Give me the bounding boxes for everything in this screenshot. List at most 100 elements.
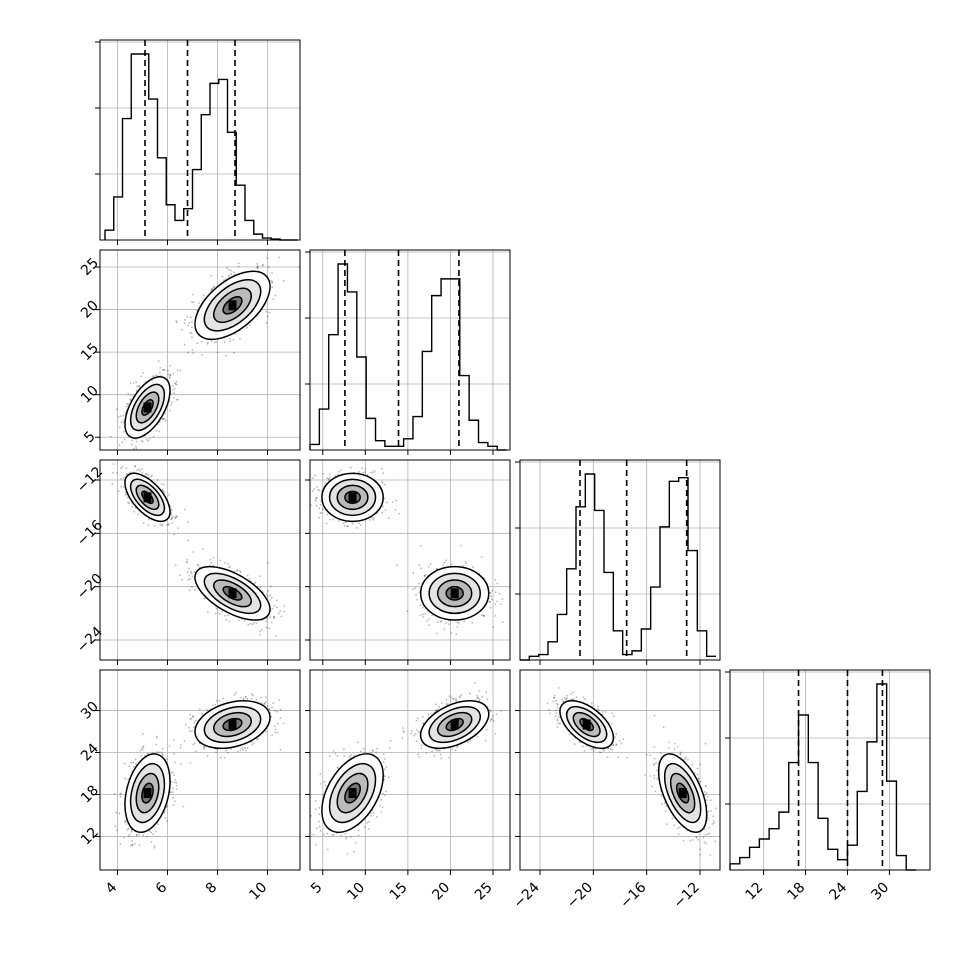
y-tick-label: 5 [81,428,99,446]
scatter-point [168,375,171,378]
scatter-point [140,375,143,378]
scatter-point [175,380,178,383]
scatter-point [171,517,173,520]
scatter-point [186,561,189,563]
scatter-point [135,834,138,837]
scatter-point [152,436,155,438]
scatter-point [175,781,178,784]
scatter-point [135,440,138,443]
scatter-point [238,569,241,572]
scatter-point [186,571,189,573]
scatter-point [269,599,272,601]
scatter-point [351,522,354,525]
scatter-point [500,603,503,606]
scatter-point [134,465,136,468]
scatter-point [318,489,321,492]
scatter-point [140,747,143,750]
scatter-point [188,589,191,591]
scatter-point [141,440,144,443]
scatter-point [314,498,317,501]
scatter-point [315,497,318,500]
scatter-point [172,397,175,399]
scatter-point [125,467,128,469]
scatter-point [271,281,274,284]
scatter-point [230,273,232,276]
scatter-point [122,421,125,424]
density-peak [143,402,152,413]
scatter-point [480,614,483,617]
scatter-point [266,593,268,596]
scatter-point [440,620,443,622]
scatter-point [257,265,260,267]
scatter-point [329,518,331,521]
scatter-point [236,569,239,572]
scatter-point [169,374,172,376]
histogram-panel [725,669,931,871]
scatter-point [356,527,358,529]
scatter-point [133,510,136,513]
scatter-point [124,491,127,494]
scatter-point [110,435,112,438]
scatter-point [488,601,491,603]
scatter-point [443,561,446,564]
scatter-point [175,515,178,517]
scatter-point [373,470,376,472]
scatter-point [328,478,331,481]
scatter-point [256,265,259,268]
scatter-point [187,578,190,581]
scatter-panel [100,460,300,660]
scatter-point [269,594,271,597]
scatter-point [176,516,178,519]
scatter-point [119,792,122,795]
scatter-point [384,483,386,486]
scatter-point [130,394,133,397]
scatter-point [428,624,430,626]
scatter-point [235,570,238,572]
scatter-point [265,626,268,629]
scatter-point [369,519,371,521]
scatter-point [246,326,248,329]
scatter-point [155,374,158,376]
scatter-point [212,564,215,567]
scatter-point [174,761,177,764]
panel-frame [309,459,511,661]
panel-frame [519,459,721,661]
scatter-point [210,340,213,342]
scatter-point [256,263,259,265]
scatter-point [230,269,233,272]
scatter-point [174,516,177,519]
scatter-point [340,469,342,472]
scatter-point [171,401,174,404]
y-tick-label: 15 [78,340,102,364]
scatter-point [135,381,138,384]
scatter-point [129,845,132,847]
scatter-point [170,404,173,406]
scatter-point [494,603,497,606]
scatter-point [191,575,194,578]
scatter-point [326,477,329,480]
scatter-point [436,621,439,623]
scatter-point [161,368,164,371]
scatter-point [418,582,420,585]
scatter-point [213,285,215,288]
scatter-point [280,615,283,618]
scatter-point [142,834,145,837]
scatter-point [171,522,174,524]
scatter-point [125,823,128,825]
scatter-point [307,494,309,496]
scatter-point [431,614,434,617]
scatter-point [134,758,137,761]
scatter-point [171,385,174,387]
scatter-point [273,605,275,607]
scatter-point [169,374,172,376]
scatter-point [169,376,171,379]
scatter-point [225,354,228,357]
scatter-point [147,439,150,442]
scatter-point [127,392,130,395]
scatter-point [215,608,218,610]
scatter-point [228,268,231,271]
scatter-point [129,398,132,400]
scatter-point [248,577,251,580]
scatter-point [271,272,273,274]
